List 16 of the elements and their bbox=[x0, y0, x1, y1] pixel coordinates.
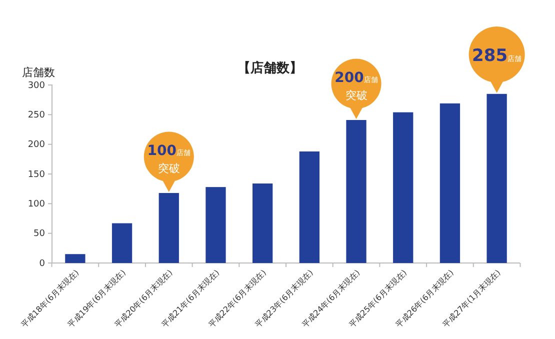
bar bbox=[393, 112, 414, 263]
y-tick-label: 250 bbox=[28, 110, 46, 121]
y-axis-title: 店舗数 bbox=[22, 66, 55, 79]
y-tick-label: 300 bbox=[28, 80, 46, 91]
bar bbox=[65, 254, 86, 263]
bar bbox=[440, 103, 460, 263]
bar bbox=[252, 183, 273, 263]
bar bbox=[112, 223, 132, 263]
y-tick-label: 100 bbox=[28, 200, 46, 210]
bar bbox=[206, 187, 226, 263]
y-tick-label: 150 bbox=[28, 170, 46, 180]
bar bbox=[299, 151, 320, 263]
y-tick-label: 200 bbox=[28, 140, 46, 150]
y-tick-label: 0 bbox=[39, 258, 46, 269]
chart-title: 【店舗数】 bbox=[238, 60, 302, 76]
y-tick-label: 50 bbox=[34, 229, 46, 240]
